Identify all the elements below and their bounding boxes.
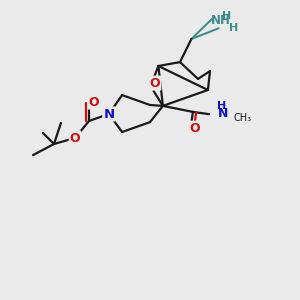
Text: NH: NH	[211, 14, 231, 27]
Text: O: O	[88, 95, 99, 109]
Text: H: H	[218, 100, 227, 111]
Text: O: O	[190, 122, 200, 135]
Text: N: N	[218, 107, 228, 120]
Text: H: H	[222, 11, 231, 21]
Text: O: O	[150, 76, 160, 90]
Text: CH₃: CH₃	[233, 113, 251, 123]
Text: H: H	[230, 23, 239, 33]
Text: N: N	[103, 107, 115, 121]
Text: O: O	[70, 131, 80, 145]
